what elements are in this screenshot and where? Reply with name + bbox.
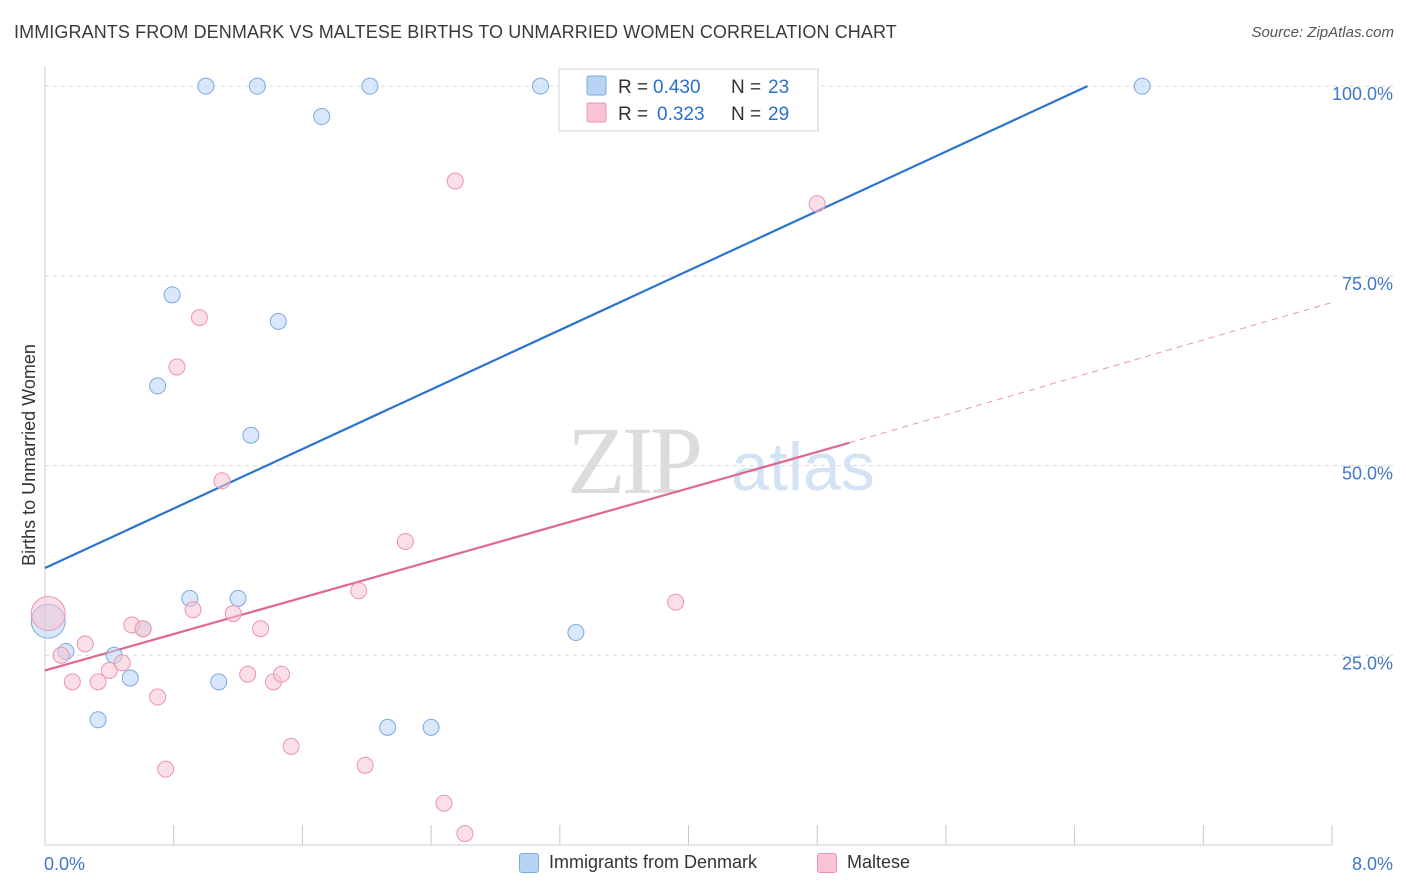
y-tick-label: 75.0% [1342,274,1393,294]
data-point-maltese [356,756,374,774]
legend-top-swatch-pink [586,102,607,123]
data-point-maltese [282,737,300,755]
x-tick-label: 0.0% [44,854,85,874]
data-point-maltese [89,673,107,691]
trend-line-maltese [44,441,850,672]
data-point-maltese [30,596,66,632]
data-point-denmark [567,624,585,642]
data-point-maltese [435,794,453,812]
legend-label-denmark: Immigrants from Denmark [549,852,758,872]
legend-top-swatch-blue [586,75,607,96]
y-axis-label: Births to Unmarried Women [19,344,39,566]
legend-top-n-value: 23 [768,77,789,98]
legend-bottom: Immigrants from Denmark Maltese [0,852,1406,878]
data-point-maltese [350,582,368,600]
y-tick-label: 50.0% [1342,464,1393,484]
data-point-denmark [313,108,331,126]
legend-swatch-pink [817,852,837,873]
chart-title: IMMIGRANTS FROM DENMARK VS MALTESE BIRTH… [14,22,897,42]
legend-top-n-label: N = [731,77,761,98]
legend-top-r-label: R = [618,77,648,98]
data-point-maltese [76,635,94,653]
legend-item-denmark: Immigrants from Denmark [519,852,757,873]
data-point-maltese [149,688,167,706]
data-point-denmark [422,718,440,736]
legend-top-r-label: R = [618,104,648,125]
grid-layer [45,85,1396,656]
data-point-denmark [379,718,397,736]
legend-top-n-label: N = [731,104,761,125]
data-point-maltese [252,620,270,638]
data-point-maltese [239,665,257,683]
data-point-denmark [531,77,549,95]
data-point-maltese [184,601,202,619]
y-tick-label: 100.0% [1332,84,1393,104]
legend-swatch-blue [519,852,539,873]
x-tick-label: 8.0% [1352,854,1393,874]
data-point-maltese [190,309,208,327]
axis-layer: 25.0% 50.0% 75.0% 100.0% 0.0% 8.0% [44,66,1393,874]
data-point-maltese [52,646,70,664]
legend-label-maltese: Maltese [847,852,911,872]
data-point-maltese [396,532,414,550]
data-point-maltese [272,665,290,683]
legend-top-r-value: 0.323 [657,104,705,125]
data-point-denmark [121,669,139,687]
data-point-maltese [157,760,175,778]
data-point-denmark [149,377,167,395]
legend-top-n-value: 29 [768,104,789,125]
data-point-denmark [163,286,181,304]
data-point-denmark [89,711,107,729]
data-point-denmark [248,77,266,95]
points-layer [30,77,1151,843]
data-point-maltese [63,673,81,691]
data-point-maltese [224,605,242,623]
trend-line-extension-maltese [849,301,1333,444]
data-point-denmark [269,312,287,330]
data-point-maltese [808,195,826,213]
data-point-maltese [213,472,231,490]
data-point-denmark [210,673,228,691]
data-point-maltese [113,654,131,672]
legend-top-r-value: 0.430 [653,77,701,98]
y-tick-label: 25.0% [1342,653,1393,673]
data-point-denmark [197,77,215,95]
legend-item-maltese: Maltese [817,852,910,873]
watermark: ZIP atlas [567,407,875,514]
data-point-maltese [134,620,152,638]
chart-source: Source: ZipAtlas.com [1251,24,1394,41]
trend-layer [44,85,1333,672]
data-point-maltese [100,661,118,679]
data-point-denmark [1133,77,1151,95]
data-point-maltese [446,172,464,190]
data-point-maltese [168,358,186,376]
watermark-zip: ZIP [567,407,700,514]
data-point-denmark [229,589,247,607]
watermark-atlas: atlas [731,429,875,505]
data-point-maltese [667,593,685,611]
legend-top: R = 0.430 N = 23 R = 0.323 N = 29 [558,68,819,132]
data-point-maltese [456,825,474,843]
data-point-denmark [242,426,260,444]
data-point-denmark [361,77,379,95]
